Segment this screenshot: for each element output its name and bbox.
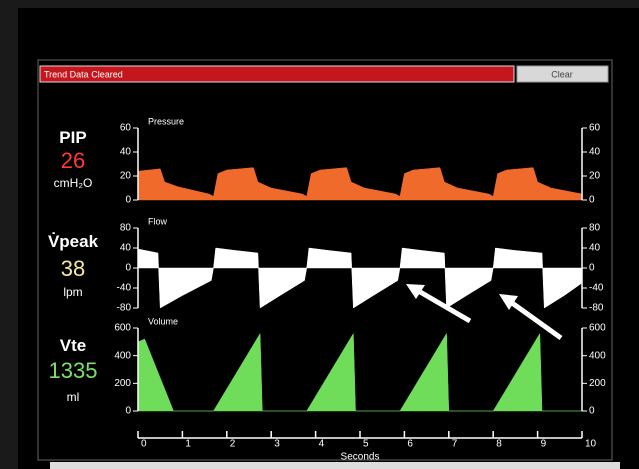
- y-tick-label: 0: [125, 263, 131, 274]
- readout-value: 1335: [48, 358, 98, 383]
- y-tick-label: 60: [120, 123, 132, 134]
- y-tick-label-right: 20: [589, 171, 601, 182]
- x-tick-label: 2: [230, 439, 236, 450]
- readout-value: 38: [60, 256, 86, 281]
- x-tick-label: 0: [141, 439, 147, 450]
- y-tick-label-right: 40: [589, 147, 601, 158]
- y-tick-label: 40: [120, 147, 132, 158]
- y-tick-label-right: 0: [589, 263, 595, 274]
- clear-button-label[interactable]: Clear: [551, 69, 573, 79]
- chart-title: Volume: [148, 316, 178, 326]
- y-tick-label: 80: [120, 223, 132, 234]
- y-tick-label: 600: [114, 323, 131, 334]
- x-tick-label: 3: [274, 439, 280, 450]
- readout-unit: lpm: [63, 285, 83, 299]
- arrow: [413, 286, 472, 324]
- chart-title: Flow: [148, 216, 168, 226]
- y-tick-label: 0: [125, 195, 131, 206]
- y-tick-label-right: 40: [589, 243, 601, 254]
- readout-unit: ml: [66, 390, 80, 404]
- y-tick-label: 400: [114, 350, 131, 361]
- chart-title: Pressure: [148, 116, 184, 126]
- alarm-text: Trend Data Cleared: [44, 69, 123, 79]
- y-tick-label: 200: [114, 378, 131, 389]
- arrow: [506, 297, 563, 341]
- y-tick-label-right: 600: [589, 323, 606, 334]
- readout-unit: cmH₂O: [53, 176, 93, 190]
- waveform-area: [137, 332, 582, 412]
- arrows: [406, 284, 563, 341]
- clear-button[interactable]: [516, 65, 609, 83]
- readout-label: Vte: [59, 336, 87, 355]
- x-tick-label: 6: [407, 439, 413, 450]
- alarm-bar: [39, 65, 515, 83]
- x-tick-label: 7: [452, 439, 458, 450]
- x-tick-label: 5: [363, 439, 369, 450]
- bottom-strip: [50, 462, 620, 469]
- arrowhead: [406, 284, 425, 299]
- y-tick-label-right: 60: [589, 123, 601, 134]
- y-tick-label-right: 0: [589, 195, 595, 206]
- arrowhead: [499, 294, 518, 310]
- x-axis-label: Seconds: [341, 452, 380, 463]
- y-tick-label: 20: [120, 171, 132, 182]
- x-tick-label: 1: [185, 439, 191, 450]
- y-tick-label-right: 80: [589, 223, 601, 234]
- y-tick-label-right: 0: [589, 406, 595, 417]
- x-tick-label: 4: [319, 439, 325, 450]
- waveform-area: [137, 247, 583, 309]
- y-tick-label: -40: [117, 283, 132, 294]
- y-tick-label-right: 400: [589, 350, 606, 361]
- readout-label: PIP: [59, 128, 87, 147]
- y-tick-label-right: 200: [589, 378, 606, 389]
- screen-frame: [37, 59, 613, 461]
- y-tick-label-right: -80: [589, 303, 604, 314]
- y-tick-label: 40: [120, 243, 132, 254]
- y-tick-label: -80: [117, 303, 132, 314]
- waveform-area: [137, 167, 583, 201]
- readout-label: V̇peak: [47, 232, 99, 251]
- readout-value: 26: [60, 148, 86, 173]
- y-tick-label: 0: [125, 406, 131, 417]
- y-tick-label-right: -40: [589, 283, 604, 294]
- x-tick-label: 10: [585, 439, 597, 450]
- x-tick-label: 9: [541, 439, 547, 450]
- x-tick-label: 8: [496, 439, 502, 450]
